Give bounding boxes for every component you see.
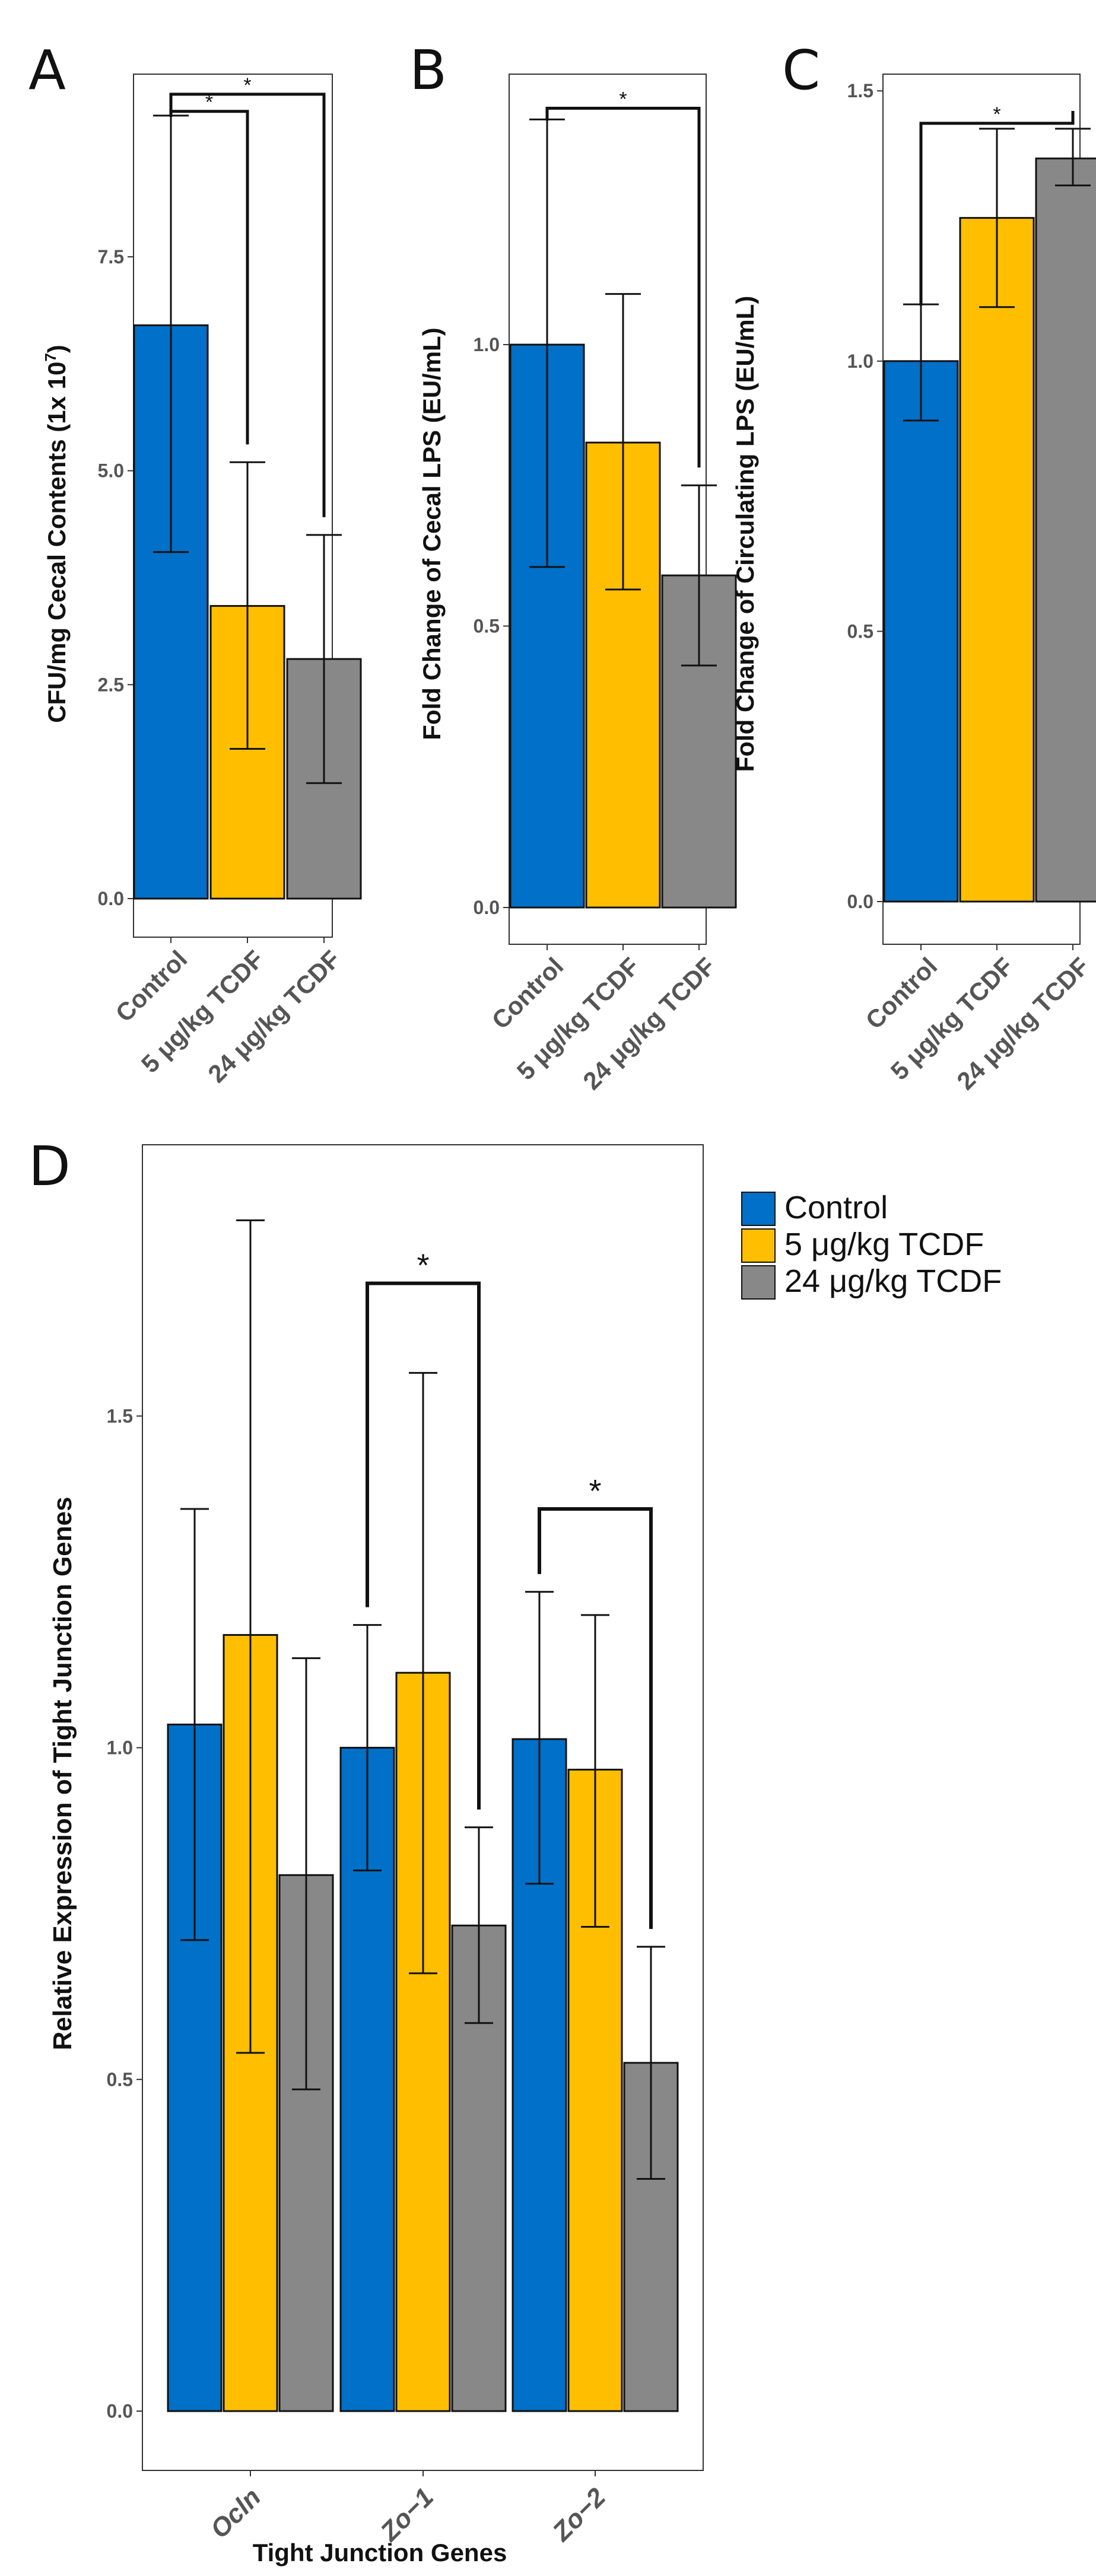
panel-b-significance-star: * [619, 88, 627, 110]
panel-c-significance-bracket [919, 111, 1075, 306]
panel-a-ytick-label: 5.0 [98, 460, 124, 482]
legend-swatch-control [741, 1192, 776, 1226]
legend: Control 5 μg/kg TCDF 24 μg/kg TCDF [741, 1190, 1002, 1300]
panel-letter-b: B [409, 39, 447, 102]
panel-d-xtick-label: Ocln [205, 2482, 266, 2544]
panel-d-significance-bracket [366, 1281, 481, 1810]
panel-d-xtick-label: Zo−1 [374, 2482, 440, 2548]
panel-a-ylabel: CFU/mg Cecal Contents (1x 107) [42, 345, 71, 723]
panel-d-xtick-label: Zo−2 [547, 2482, 612, 2548]
panel-d-significance-star: * [417, 1248, 429, 1284]
panel-c-xtick-label: 24 μg/kg TCDF [951, 952, 1094, 1095]
legend-swatch-24-tcdf [741, 1265, 776, 1300]
panel-d-xlabel: Tight Junction Genes [253, 2539, 507, 2567]
panel-d-ytick-label: 1.0 [107, 1737, 133, 1759]
panel-c-significance-star: * [993, 103, 1000, 126]
panel-d-significance-bracket [538, 1507, 653, 1929]
panel-d-ylabel: Relative Expression of Tight Junction Ge… [48, 1496, 77, 2050]
panel-d-ytick-label: 0.5 [107, 2069, 133, 2090]
panel-d-ytick-label: 0.0 [107, 2400, 133, 2422]
panel-b-xtick-label: 24 μg/kg TCDF [577, 952, 720, 1095]
panel-c-ytick-label: 1.5 [847, 80, 873, 101]
panel-c-ytick-label: 0.0 [847, 891, 873, 912]
panel-c-bar [883, 360, 959, 903]
legend-label-24-tcdf: 24 μg/kg TCDF [784, 1263, 1002, 1299]
panel-a-xtick-label: 24 μg/kg TCDF [202, 945, 345, 1088]
panel-letter-d: D [28, 1135, 71, 1198]
legend-label-control: Control [784, 1190, 888, 1225]
panel-b-frame [509, 74, 707, 945]
panel-a-ytick-label: 2.5 [98, 674, 124, 695]
panel-b-ytick-label: 0.5 [474, 616, 500, 637]
panel-d-chart: 0.0 0.5 1.0 1.5 Ocln Zo−1 Zo−2 * * [107, 1144, 704, 2548]
panel-a-significance-star: * [243, 74, 251, 97]
legend-label-5-tcdf: 5 μg/kg TCDF [784, 1227, 984, 1262]
panel-letter-a: A [28, 39, 66, 102]
panel-letter-c: C [782, 39, 820, 102]
panel-c-bar [959, 216, 1035, 903]
panel-a-significance-star: * [205, 91, 213, 114]
panel-d-significance-star: * [589, 1473, 601, 1509]
legend-swatch-5-tcdf [741, 1228, 776, 1263]
panel-c-ytick-label: 0.5 [847, 620, 873, 642]
panel-c-bar [1035, 157, 1096, 903]
panel-b-ylabel: Fold Change of Cecal LPS (EU/mL) [418, 327, 446, 740]
panel-d-ytick-label: 1.5 [107, 1405, 133, 1426]
panel-a-ytick-label: 7.5 [98, 246, 124, 268]
panel-b-ytick-label: 0.0 [474, 897, 500, 918]
panel-b-ytick-label: 1.0 [474, 334, 500, 355]
panel-c-ytick-label: 1.0 [847, 351, 873, 372]
panel-a-significance-bracket [169, 93, 326, 517]
panel-b-significance-bracket [545, 106, 701, 468]
panel-a-ytick-label: 0.0 [98, 888, 124, 909]
